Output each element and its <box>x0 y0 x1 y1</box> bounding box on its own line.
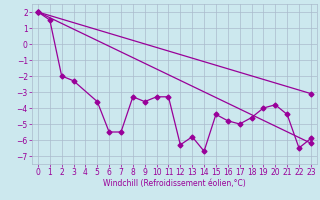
X-axis label: Windchill (Refroidissement éolien,°C): Windchill (Refroidissement éolien,°C) <box>103 179 246 188</box>
